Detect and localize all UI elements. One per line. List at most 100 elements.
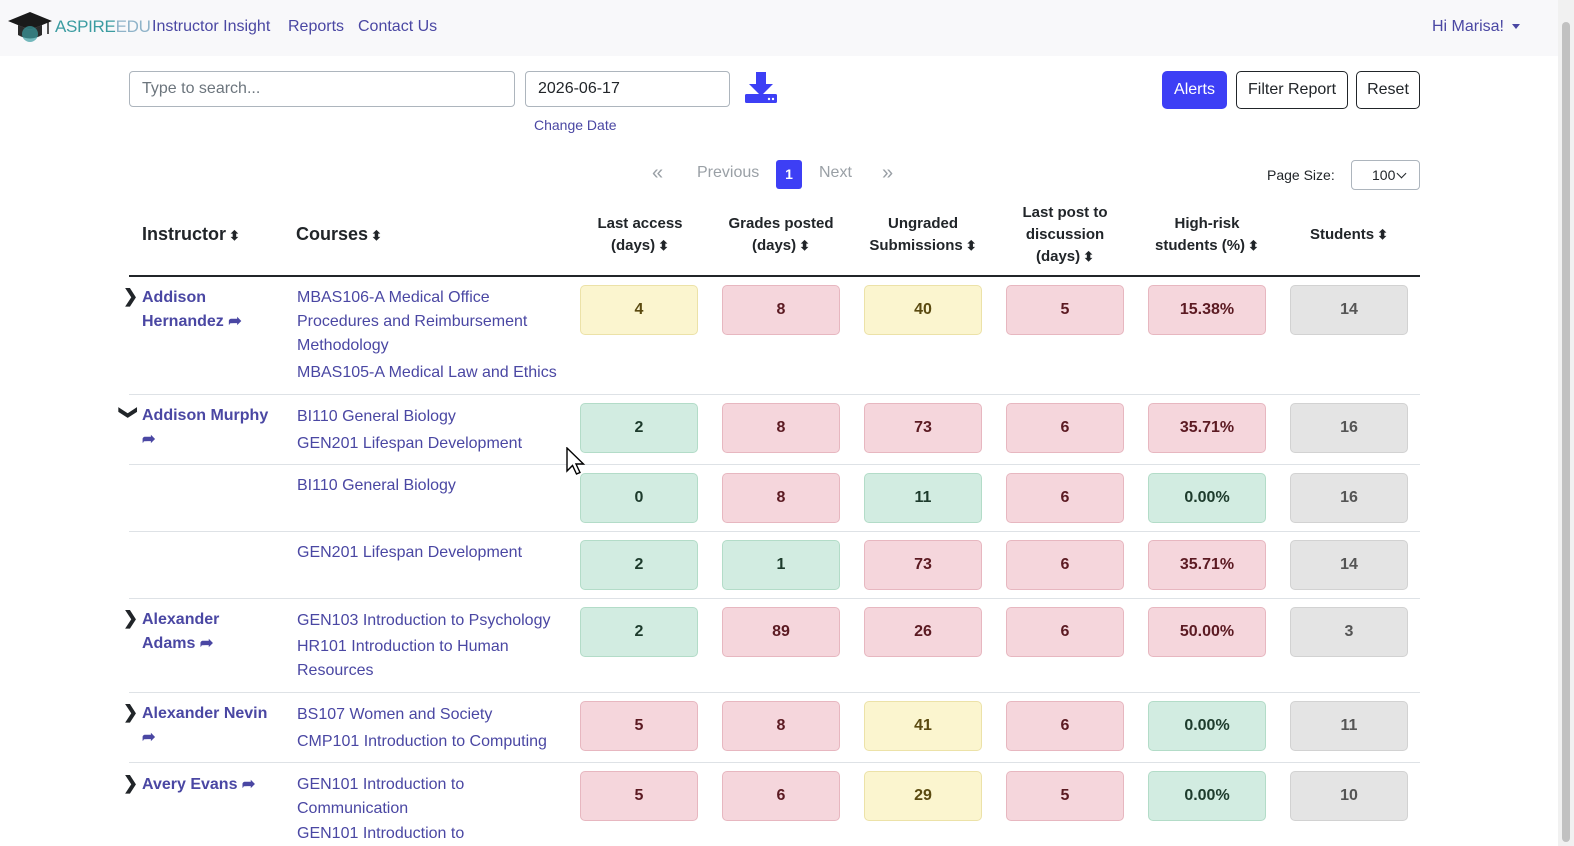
share-arrow-icon[interactable]: ➦ xyxy=(228,313,242,330)
students-cell: 10 xyxy=(1290,771,1408,821)
high-risk-cell: 0.00% xyxy=(1148,701,1266,751)
ungraded-cell: 26 xyxy=(864,607,982,657)
instructor-link[interactable]: Avery Evans ➦ xyxy=(142,773,282,797)
header-courses[interactable]: Courses ⬍ xyxy=(296,224,382,244)
sort-icon: ⬍ xyxy=(658,238,670,253)
ungraded-cell: 73 xyxy=(864,403,982,453)
filter-report-button[interactable]: Filter Report xyxy=(1236,71,1348,109)
nav-contact-us[interactable]: Contact Us xyxy=(358,18,438,35)
last-post-cell: 6 xyxy=(1006,540,1124,590)
ungraded-cell: 73 xyxy=(864,540,982,590)
scrollbar-thumb[interactable] xyxy=(1562,22,1570,842)
last-access-cell: 2 xyxy=(580,607,698,657)
nav-reports[interactable]: Reports xyxy=(288,18,345,35)
row-divider xyxy=(129,464,1420,465)
page-size-select[interactable]: 100 xyxy=(1351,160,1420,190)
high-risk-cell: 35.71% xyxy=(1148,403,1266,453)
header-high-risk[interactable]: High-risk students (%) ⬍ xyxy=(1148,213,1266,257)
share-arrow-icon[interactable]: ➦ xyxy=(142,431,156,448)
students-cell: 11 xyxy=(1290,701,1408,751)
course-link[interactable]: GEN103 Introduction to Psychology xyxy=(297,612,551,629)
course-link[interactable]: BS107 Women and Society xyxy=(297,706,493,723)
header-last-post[interactable]: Last post to discussion (days) ⬍ xyxy=(1006,202,1124,268)
last-access-cell: 5 xyxy=(580,771,698,821)
alerts-button[interactable]: Alerts xyxy=(1162,71,1227,109)
previous-page-button[interactable]: Previous xyxy=(697,164,760,181)
header-grades-posted[interactable]: Grades posted (days) ⬍ xyxy=(722,213,840,257)
user-greeting: Hi Marisa! xyxy=(1431,18,1504,35)
header-ungraded-submissions[interactable]: Ungraded Submissions ⬍ xyxy=(864,213,982,257)
date-input[interactable]: 2026-06-17 xyxy=(525,71,730,107)
students-cell: 14 xyxy=(1290,285,1408,335)
row-divider xyxy=(129,531,1420,532)
students-cell: 3 xyxy=(1290,607,1408,657)
sort-icon: ⬍ xyxy=(965,238,977,253)
last-page-icon[interactable]: » xyxy=(882,162,894,184)
course-link[interactable]: GEN201 Lifespan Development xyxy=(297,544,523,561)
high-risk-cell: 0.00% xyxy=(1148,473,1266,523)
search-input[interactable] xyxy=(129,71,515,107)
logo-text: ASPIREEDU xyxy=(55,17,151,36)
course-link[interactable]: MBAS106-A Medical Office Procedures and R… xyxy=(297,289,528,354)
sort-icon: ⬍ xyxy=(371,228,382,243)
last-access-cell: 2 xyxy=(580,403,698,453)
caret-down-icon xyxy=(1512,24,1520,30)
students-cell: 16 xyxy=(1290,403,1408,453)
page-scrollbar[interactable] xyxy=(1558,0,1574,846)
chevron-down-icon xyxy=(1396,168,1407,179)
share-arrow-icon[interactable]: ➦ xyxy=(241,776,256,793)
header-instructor[interactable]: Instructor ⬍ xyxy=(142,224,240,244)
last-access-cell: 2 xyxy=(580,540,698,590)
grades-posted-cell: 8 xyxy=(722,701,840,751)
grades-posted-cell: 1 xyxy=(722,540,840,590)
high-risk-cell: 15.38% xyxy=(1148,285,1266,335)
sort-icon: ⬍ xyxy=(229,228,240,243)
course-link[interactable]: GEN101 Introduction to xyxy=(297,825,465,842)
students-cell: 14 xyxy=(1290,540,1408,590)
instructor-link[interactable]: Alexander Adams ➦ xyxy=(142,608,282,656)
last-post-cell: 6 xyxy=(1006,473,1124,523)
share-arrow-icon[interactable]: ➦ xyxy=(142,729,156,746)
sort-icon: ⬍ xyxy=(1083,249,1095,264)
first-page-icon[interactable]: « xyxy=(652,162,664,184)
top-navbar: ASPIREEDU Instructor Insight Reports Con… xyxy=(0,0,1558,56)
course-link[interactable]: HR101 Introduction to Human Resources xyxy=(297,638,509,679)
expand-chevron-icon[interactable]: ❯ xyxy=(123,608,139,628)
mouse-cursor-icon xyxy=(566,447,586,475)
collapse-chevron-icon[interactable]: ❯ xyxy=(119,404,140,421)
high-risk-cell: 50.00% xyxy=(1148,607,1266,657)
aspiredu-logo[interactable]: ASPIREEDU xyxy=(8,9,151,45)
header-students[interactable]: Students ⬍ xyxy=(1290,224,1408,246)
course-link[interactable]: BI110 General Biology xyxy=(297,477,456,494)
expand-chevron-icon[interactable]: ❯ xyxy=(123,773,139,793)
download-icon[interactable] xyxy=(744,72,778,104)
last-post-cell: 6 xyxy=(1006,403,1124,453)
instructor-link[interactable]: Addison Hernandez ➦ xyxy=(142,286,282,334)
reset-button[interactable]: Reset xyxy=(1356,71,1420,109)
grades-posted-cell: 6 xyxy=(722,771,840,821)
students-cell: 16 xyxy=(1290,473,1408,523)
share-arrow-icon[interactable]: ➦ xyxy=(199,635,214,652)
instructor-link[interactable]: Addison Murphy ➦ xyxy=(142,404,282,452)
expand-chevron-icon[interactable]: ❯ xyxy=(123,286,139,306)
page-size-label: Page Size: xyxy=(1267,167,1335,183)
course-link[interactable]: CMP101 Introduction to Computing xyxy=(297,733,547,750)
instructor-link[interactable]: Alexander Nevin ➦ xyxy=(142,702,282,750)
current-page-button[interactable]: 1 xyxy=(776,160,802,189)
header-last-access[interactable]: Last access (days) ⬍ xyxy=(584,213,696,257)
course-link[interactable]: BI110 General Biology xyxy=(297,408,456,425)
user-menu-dropdown[interactable]: Hi Marisa! xyxy=(1432,18,1520,36)
course-link[interactable]: GEN101 Introduction to Communication xyxy=(297,776,465,817)
course-link[interactable]: GEN201 Lifespan Development xyxy=(297,435,523,452)
sort-icon: ⬍ xyxy=(1248,238,1259,253)
last-post-cell: 5 xyxy=(1006,771,1124,821)
last-post-cell: 6 xyxy=(1006,701,1124,751)
row-divider xyxy=(129,762,1420,763)
change-date-link[interactable]: Change Date xyxy=(534,117,617,133)
expand-chevron-icon[interactable]: ❯ xyxy=(123,702,139,722)
course-link[interactable]: MBAS105-A Medical Law and Ethics xyxy=(297,364,557,381)
grades-posted-cell: 8 xyxy=(722,285,840,335)
next-page-button[interactable]: Next xyxy=(819,164,852,181)
ungraded-cell: 11 xyxy=(864,473,982,523)
nav-instructor-insight[interactable]: Instructor Insight xyxy=(152,18,271,35)
